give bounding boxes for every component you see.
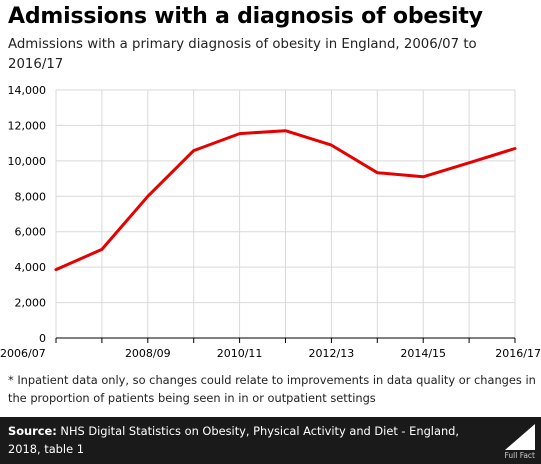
x-tick-label: 2012/13 — [309, 347, 355, 360]
y-tick-label: 2,000 — [15, 297, 47, 310]
logo-text: Full Fact — [504, 451, 536, 460]
y-tick-label: 10,000 — [8, 155, 47, 168]
source-label: Source: — [8, 424, 57, 438]
full-fact-logo-icon — [505, 424, 535, 450]
y-tick-label: 4,000 — [15, 261, 47, 274]
source-text: Source: NHS Digital Statistics on Obesit… — [8, 422, 478, 458]
x-tick-label: 2006/07 — [0, 347, 46, 360]
y-tick-label: 14,000 — [8, 84, 47, 97]
y-tick-label: 12,000 — [8, 119, 47, 132]
full-fact-logo: Full Fact — [491, 424, 535, 460]
chart-subtitle: Admissions with a primary diagnosis of o… — [8, 37, 477, 72]
x-tick-label: 2010/11 — [217, 347, 263, 360]
x-axis-tick-labels: 2006/07 2008/09 2010/11 2012/13 2014/15 2016/… — [0, 347, 541, 360]
line-chart: 02,0004,0006,0008,00010,00012,00014,000 … — [0, 84, 541, 360]
series-layer — [54, 129, 517, 272]
y-tick-label: 6,000 — [15, 226, 47, 239]
source-body: NHS Digital Statistics on Obesity, Physi… — [8, 424, 460, 456]
gridlines — [55, 89, 516, 338]
footnote: * Inpatient data only, so changes could … — [8, 373, 536, 405]
y-axis-tick-labels: 0 2,000 4,000 6,000 8,000 10,000 12,000 14,000 — [8, 84, 47, 345]
y-tick-label: 0 — [39, 332, 46, 345]
y-tick-label: 8,000 — [15, 190, 47, 203]
x-tick-label: 2008/09 — [125, 347, 171, 360]
footer-bar: Source: NHS Digital Statistics on Obesit… — [0, 417, 541, 464]
x-tick-label: 2016/17 — [495, 347, 541, 360]
x-axis — [55, 337, 516, 343]
x-tick-label: 2014/15 — [400, 347, 446, 360]
series-line — [54, 129, 517, 272]
chart-title: Admissions with a diagnosis of obesity — [8, 4, 483, 29]
